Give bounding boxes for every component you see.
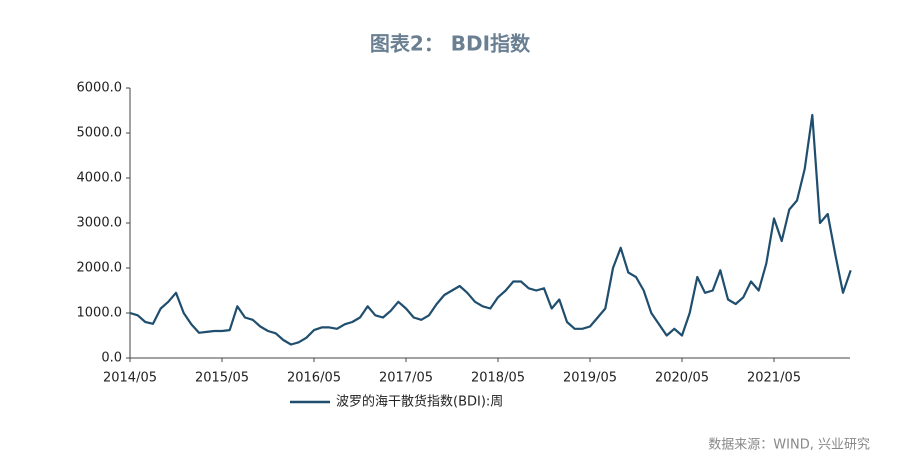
x-tick-label: 2020/05 — [655, 371, 709, 386]
x-tick-label: 2014/05 — [103, 371, 157, 386]
x-tick-label: 2017/05 — [379, 371, 433, 386]
y-tick-label: 5000.0 — [77, 126, 123, 141]
source: 数据来源：WIND, 兴业研究 — [708, 438, 870, 453]
y-tick-label: 0.0 — [101, 351, 122, 366]
y-tick-label: 1000.0 — [77, 306, 123, 321]
x-tick-label: 2015/05 — [195, 371, 249, 386]
y-tick-label: 4000.0 — [77, 171, 123, 186]
x-tick-label: 2021/05 — [747, 371, 801, 386]
x-tick-label: 2016/05 — [287, 371, 341, 386]
chart-title: 图表2： BDI指数 — [370, 32, 531, 56]
series-line — [129, 113, 852, 346]
y-tick-label: 2000.0 — [77, 261, 123, 276]
x-tick-label: 2018/05 — [471, 371, 525, 386]
y-tick-label: 3000.0 — [77, 216, 123, 231]
legend-label: 波罗的海干散货指数(BDI):周 — [336, 394, 503, 410]
y-tick-label: 6000.0 — [77, 81, 123, 96]
x-tick-label: 2019/05 — [563, 371, 617, 386]
